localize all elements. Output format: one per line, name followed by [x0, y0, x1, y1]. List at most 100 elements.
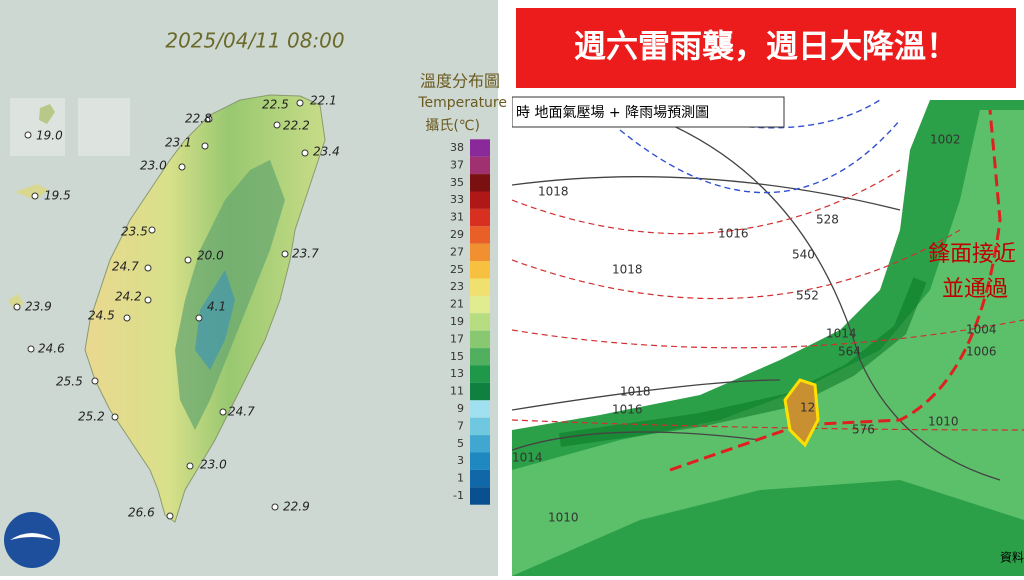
legend-swatch — [470, 313, 490, 331]
station-temp: 22.2 — [283, 119, 310, 133]
contour-label: 576 — [852, 423, 875, 437]
station-temp: 22.9 — [283, 500, 310, 514]
station-temp: 24.2 — [115, 290, 142, 304]
station-dot — [195, 314, 203, 322]
legend-tick: 11 — [450, 385, 464, 398]
station-temp: 25.5 — [56, 375, 83, 389]
station-temp: 23.0 — [200, 458, 227, 472]
rain-core — [559, 277, 927, 447]
station-dot — [301, 149, 309, 157]
station-temp: 23.7 — [292, 247, 319, 261]
legend-swatch — [470, 365, 490, 383]
contour-label: 564 — [838, 345, 861, 359]
isobar — [599, 99, 1001, 481]
legend-swatch — [470, 348, 490, 366]
legend-tick: 17 — [450, 332, 464, 345]
height-contour — [512, 319, 1024, 349]
contour-label: 1010 — [548, 511, 579, 525]
legend-tick: -1 — [453, 489, 464, 502]
divider — [498, 0, 512, 576]
isobar — [512, 379, 781, 411]
contour-label: 1002 — [930, 133, 961, 147]
island — [15, 184, 49, 200]
legend-swatch — [470, 487, 490, 505]
footer: 資料 — [1000, 551, 1024, 565]
legend-tick: 15 — [450, 350, 464, 363]
station-temp: 24.7 — [112, 260, 139, 274]
island — [39, 104, 55, 124]
station-temp: 23.1 — [165, 136, 192, 150]
legend-tick: 5 — [457, 437, 464, 450]
high-peaks — [195, 270, 235, 370]
height-contour — [619, 119, 901, 194]
front-line — [669, 109, 1002, 472]
station-temp: 22.8 — [185, 112, 212, 126]
station-dot — [178, 163, 186, 171]
height-contour — [512, 229, 961, 300]
station-dot — [166, 512, 174, 520]
station-dot — [184, 256, 192, 264]
caption: 時 地面氣壓場 + 降雨場預測圖 — [516, 105, 709, 121]
legend-swatch — [470, 139, 490, 157]
caption-box — [512, 96, 785, 128]
legend-tick: 9 — [457, 402, 464, 415]
legend-tick: 1 — [457, 472, 464, 485]
legend-tick: 19 — [450, 315, 464, 328]
legend-tick: 3 — [457, 454, 464, 467]
legend-swatch — [470, 243, 490, 262]
legend-subtitle: Temperature — [417, 95, 507, 111]
station-dot — [27, 345, 35, 353]
contour-label: 540 — [792, 248, 815, 262]
legend-tick: 37 — [450, 158, 464, 171]
legend-swatch — [470, 417, 490, 436]
legend-swatch — [470, 278, 490, 296]
annotation: 並通過 — [942, 277, 1008, 302]
station-dot — [91, 377, 99, 385]
station-dot — [271, 503, 279, 511]
station-dot — [296, 99, 304, 107]
station-dot — [186, 462, 194, 470]
station-dot — [123, 314, 131, 322]
contour-label: 12 — [800, 401, 815, 415]
station-dot — [144, 264, 152, 272]
contour-label: 552 — [796, 289, 819, 303]
station-dot — [24, 131, 32, 139]
station-temp: 23.0 — [140, 159, 167, 173]
contour-label: 1018 — [538, 185, 569, 199]
height-contour — [512, 419, 1024, 431]
legend-swatch — [470, 382, 490, 401]
banner — [516, 8, 1016, 88]
legend-unit: 攝氏(℃) — [425, 118, 480, 134]
legend-swatch — [470, 295, 490, 314]
contour-label: 1018 — [612, 263, 643, 277]
legend-swatch — [470, 330, 490, 349]
legend-tick: 31 — [450, 211, 464, 224]
legend-swatch — [470, 191, 490, 209]
legend-swatch — [470, 226, 490, 244]
station-dot — [144, 296, 152, 304]
contour-label: 1004 — [966, 323, 997, 337]
isobar — [512, 431, 761, 451]
legend-swatch — [470, 208, 490, 227]
station-dot — [111, 413, 119, 421]
contour-label: 1014 — [826, 327, 857, 341]
station-dot — [31, 192, 39, 200]
legend-tick: 38 — [450, 141, 464, 154]
contour-label: 1016 — [612, 403, 643, 417]
contour-label: 1006 — [966, 345, 997, 359]
legend-tick: 25 — [450, 263, 464, 276]
station-dot — [201, 142, 209, 150]
legend-tick: 33 — [450, 193, 464, 206]
legend-tick: 35 — [450, 176, 464, 189]
island-box — [78, 98, 130, 156]
station-dot — [13, 303, 21, 311]
station-temp: 26.6 — [128, 506, 155, 520]
legend-swatch — [470, 469, 490, 488]
station-temp: 24.6 — [38, 342, 65, 356]
contour-label: 1018 — [620, 385, 651, 399]
legend-tick: 13 — [450, 367, 464, 380]
legend-swatch — [470, 174, 490, 192]
station-temp: 25.2 — [78, 410, 105, 424]
annotation: 鋒面接近 — [928, 242, 1016, 267]
